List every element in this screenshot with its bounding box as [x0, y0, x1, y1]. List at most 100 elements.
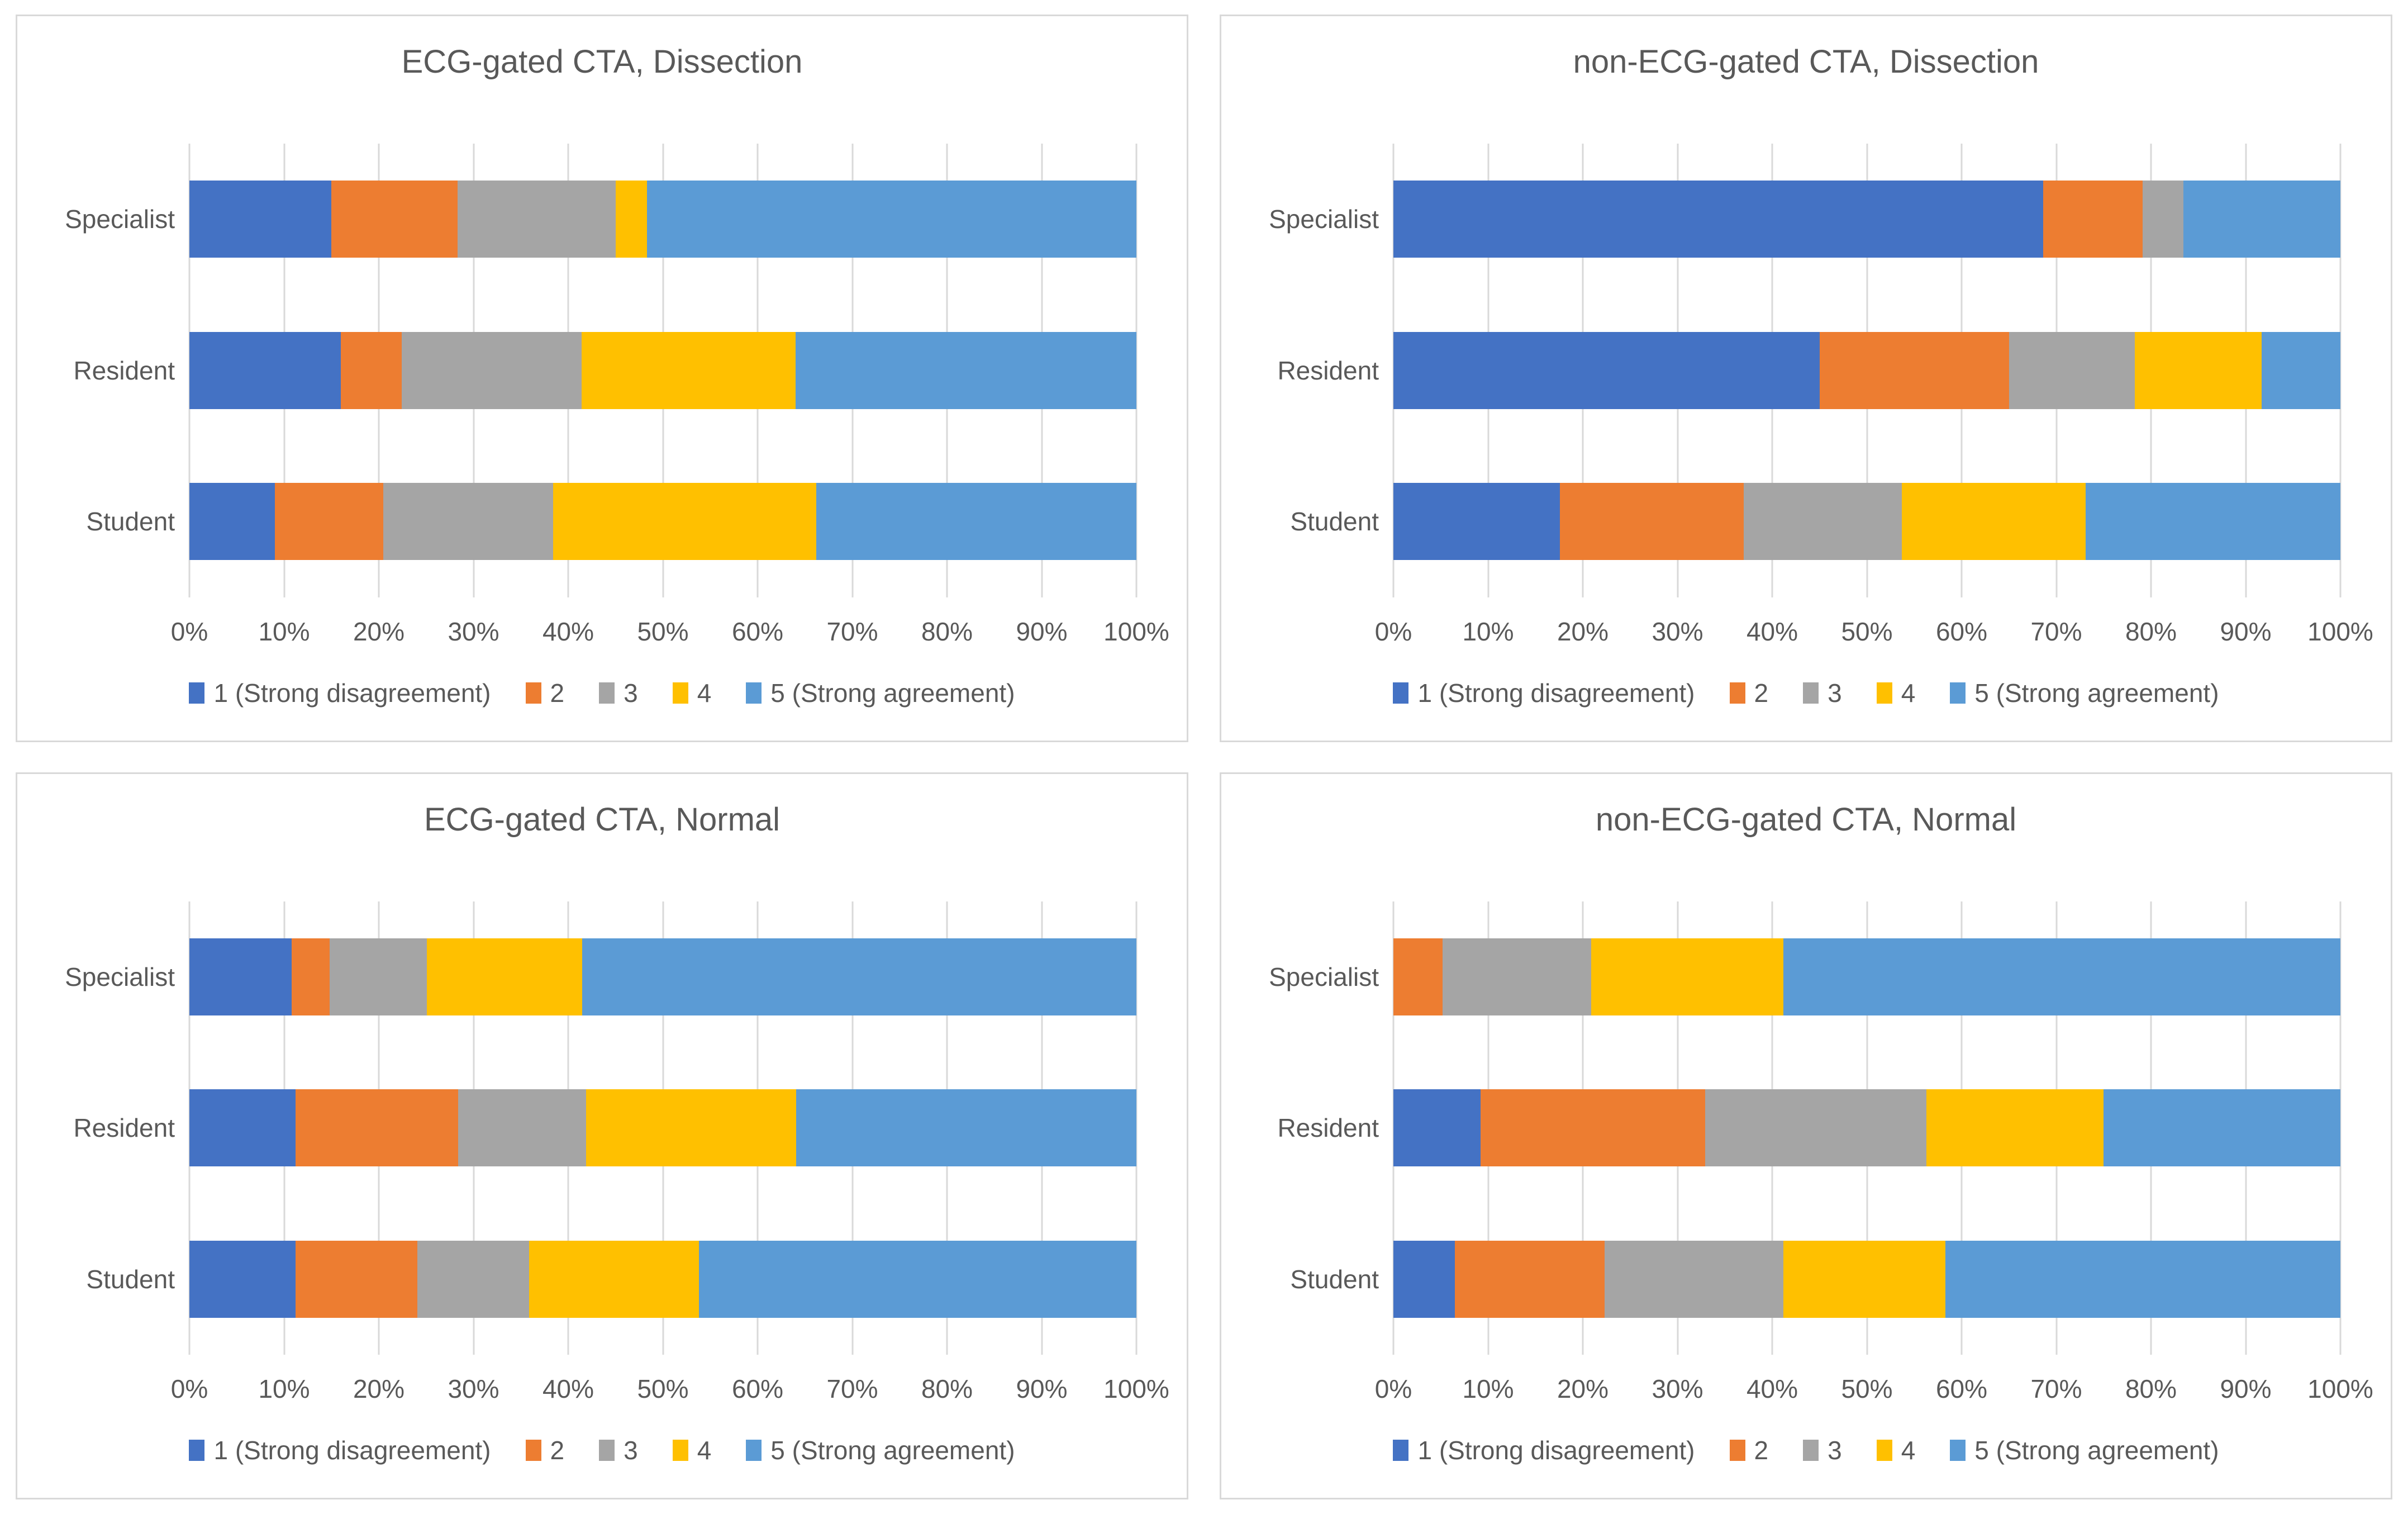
chart-title: ECG-gated CTA, Normal — [423, 801, 781, 838]
plot-area — [1392, 901, 2342, 1355]
legend-label: 1 (Strong disagreement) — [213, 678, 491, 708]
category-label-resident: Resident — [73, 1113, 175, 1143]
legend-label: 4 — [1901, 678, 1916, 708]
legend-marker-icon — [1950, 682, 1966, 704]
x-tick-label-30: 30% — [448, 1374, 499, 1403]
bar-segment-2 — [341, 331, 402, 409]
x-tick-label-70: 70% — [826, 1374, 878, 1403]
bar-segment-1 — [189, 181, 332, 258]
bar-segment-2 — [1393, 938, 1443, 1015]
bar-segment-4 — [615, 181, 647, 258]
gridline-100 — [1135, 901, 1138, 1355]
x-tick-label-70: 70% — [826, 616, 878, 646]
stacked-bar-resident — [1393, 331, 2340, 409]
bar-segment-4 — [586, 1089, 797, 1167]
legend-marker-icon — [1876, 1440, 1892, 1461]
x-tick-label-40: 40% — [542, 1374, 594, 1403]
bar-segment-4 — [1902, 483, 2086, 561]
legend-marker-icon — [525, 682, 541, 704]
legend-label: 2 — [1754, 1436, 1769, 1465]
x-tick-label-30: 30% — [1652, 616, 1703, 646]
bar-row-specialist — [189, 144, 1136, 295]
bar-segment-3 — [458, 1089, 587, 1167]
bar-segment-5 — [646, 181, 1136, 258]
bar-segment-4 — [553, 483, 817, 561]
stacked-bar-student — [189, 483, 1136, 561]
legend: 1 (Strong disagreement) 2 3 4 5 (Strong agre… — [34, 678, 1170, 708]
legend-item-4: 4 — [672, 678, 712, 708]
chart-body: Specialist Resident Student 0% 10% 20% 30% 40%… — [1226, 144, 2373, 670]
bar-segment-5 — [796, 1089, 1136, 1167]
legend-marker-icon — [746, 1440, 762, 1461]
bar-row-student — [1393, 446, 2340, 597]
legend-label: 5 (Strong agreement) — [770, 1436, 1015, 1465]
chart-panel-2: non-ECG-gated CTA, Dissection Specialist… — [1220, 15, 2392, 742]
legend-label: 4 — [697, 678, 712, 708]
legend-item-2: 2 — [1729, 678, 1768, 708]
bar-segment-4 — [1783, 1240, 1946, 1318]
bar-row-resident — [189, 1052, 1136, 1204]
legend-item-5: 5 (Strong agreement) — [1950, 678, 2219, 708]
legend-marker-icon — [746, 682, 762, 704]
legend-marker-icon — [1393, 1440, 1409, 1461]
x-tick-label-20: 20% — [1557, 616, 1609, 646]
bar-segment-5 — [2183, 181, 2340, 258]
chart-panel-4: non-ECG-gated CTA, Normal Specialist Resi… — [1220, 772, 2392, 1499]
legend-item-3: 3 — [599, 1435, 638, 1465]
legend: 1 (Strong disagreement) 2 3 4 5 (Strong agre… — [34, 1435, 1170, 1465]
x-tick-label-60: 60% — [1935, 616, 1988, 646]
bar-segment-1 — [1393, 1089, 1481, 1167]
bar-segment-2 — [1480, 1089, 1705, 1167]
bar-segment-2 — [1560, 483, 1744, 561]
chart-panel-3: ECG-gated CTA, Normal Specialist Resident… — [16, 772, 1188, 1499]
chart-body: Specialist Resident Student 0% 10% 20% 30% 40%… — [22, 144, 1169, 670]
legend-marker-icon — [1393, 682, 1409, 704]
x-axis: 0% 10% 20% 30% 40% 50% 60% 70% 80% 90% 100% — [171, 1355, 1169, 1427]
bar-segment-1 — [189, 1089, 296, 1167]
legend-item-4: 4 — [672, 1435, 711, 1465]
legend-marker-icon — [1803, 682, 1819, 704]
legend-marker-icon — [189, 682, 205, 704]
x-tick-label-10: 10% — [1462, 1374, 1514, 1403]
chart-title: non-ECG-gated CTA, Dissection — [1573, 44, 2039, 80]
bar-segment-3 — [1744, 483, 1902, 561]
category-labels: Specialist Resident Student — [1226, 901, 1393, 1355]
bar-row-resident — [189, 295, 1136, 447]
bar-segment-2 — [295, 1089, 459, 1167]
bar-segment-3 — [2009, 331, 2135, 409]
bar-segment-5 — [2104, 1089, 2340, 1167]
legend-marker-icon — [672, 682, 688, 704]
x-tick-label-50: 50% — [1841, 1374, 1893, 1403]
category-label-student: Student — [1290, 507, 1379, 537]
legend-item-3: 3 — [1803, 678, 1842, 708]
stacked-bar-resident — [189, 1089, 1136, 1167]
bar-row-specialist — [1393, 144, 2340, 295]
category-label-specialist: Specialist — [65, 205, 175, 234]
stacked-bar-student — [1393, 1240, 2340, 1318]
legend-item-1: 1 (Strong disagreement) — [189, 678, 491, 708]
x-tick-label-90: 90% — [2220, 1374, 2272, 1403]
bar-segment-4 — [2135, 331, 2262, 409]
chart-body: Specialist Resident Student 0% 10% 20% 30% 40%… — [1226, 901, 2373, 1428]
legend-item-3: 3 — [599, 678, 638, 708]
bar-segment-3 — [401, 331, 582, 409]
legend-item-1: 1 (Strong disagreement) — [1393, 678, 1695, 708]
legend: 1 (Strong disagreement) 2 3 4 5 (Strong agre… — [1238, 678, 2374, 708]
legend-marker-icon — [599, 682, 615, 704]
category-labels: Specialist Resident Student — [22, 901, 189, 1355]
plot-area — [188, 901, 1138, 1355]
stacked-bar-specialist — [189, 181, 1136, 258]
legend-item-2: 2 — [525, 678, 564, 708]
stacked-bar-resident — [189, 331, 1136, 409]
x-tick-label-30: 30% — [1652, 1374, 1703, 1403]
bar-segment-2 — [331, 181, 458, 258]
bar-segment-2 — [1819, 331, 2009, 409]
x-tick-label-20: 20% — [1557, 1374, 1609, 1403]
gridline-100 — [1135, 144, 1138, 597]
bar-segment-5 — [795, 331, 1136, 409]
bar-segment-2 — [292, 938, 330, 1015]
legend-label: 3 — [1828, 1436, 1842, 1465]
x-tick-label-30: 30% — [448, 616, 499, 646]
x-tick-label-50: 50% — [637, 616, 689, 646]
